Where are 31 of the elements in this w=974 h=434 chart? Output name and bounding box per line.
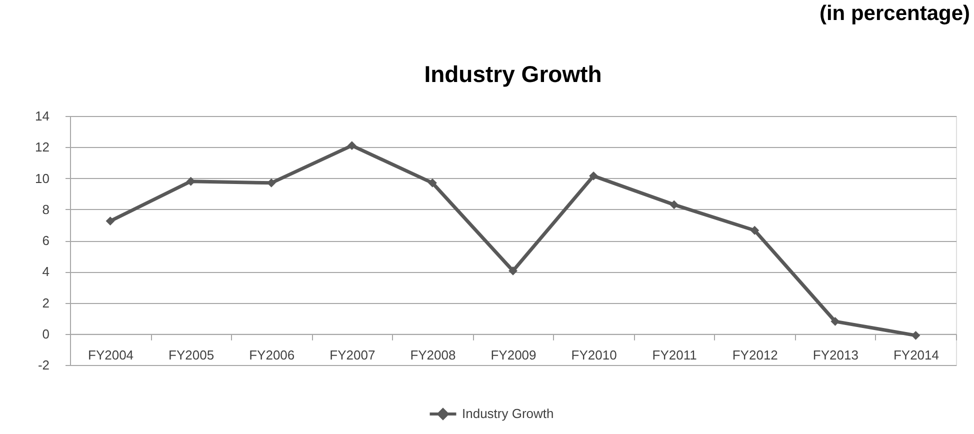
point — [347, 141, 356, 150]
y-tick-label: -2 — [38, 358, 50, 372]
point — [670, 200, 679, 210]
x-tick-label: FY2012 — [732, 347, 778, 362]
y-tick-label: 0 — [42, 326, 50, 342]
x-tick-label: FY2004 — [88, 347, 134, 362]
x-tick-label: FY2013 — [812, 347, 858, 362]
x-tick-label: FY2009 — [490, 347, 536, 362]
text: (in percentage) — [819, 2, 970, 25]
point — [750, 226, 760, 235]
x-tick-label: FY2007 — [330, 347, 376, 362]
y-tick-label: 4 — [42, 264, 50, 280]
x-tick-label: FY2010 — [571, 347, 617, 362]
legend-label: Industry Growth — [462, 406, 554, 421]
point — [830, 316, 840, 326]
x-tick-label: FY2006 — [249, 347, 295, 362]
x-tick-label: FY2008 — [410, 347, 456, 362]
point — [428, 178, 437, 188]
point — [508, 266, 518, 276]
point — [589, 171, 598, 180]
y-tick-label: 12 — [35, 140, 50, 155]
y-tick-label: 8 — [42, 202, 50, 217]
y-tick-label: 2 — [42, 295, 50, 310]
x-tick-label: FY2014 — [893, 347, 939, 362]
y-tick-label: 10 — [35, 170, 50, 186]
x-tick-label: FY2005 — [168, 347, 214, 362]
chart-title: Industry Growth — [424, 61, 602, 87]
point — [106, 216, 115, 226]
y-tick-label: 6 — [42, 233, 50, 248]
y-tick-label: 14 — [35, 108, 50, 124]
x-tick-label: FY2011 — [652, 347, 697, 362]
